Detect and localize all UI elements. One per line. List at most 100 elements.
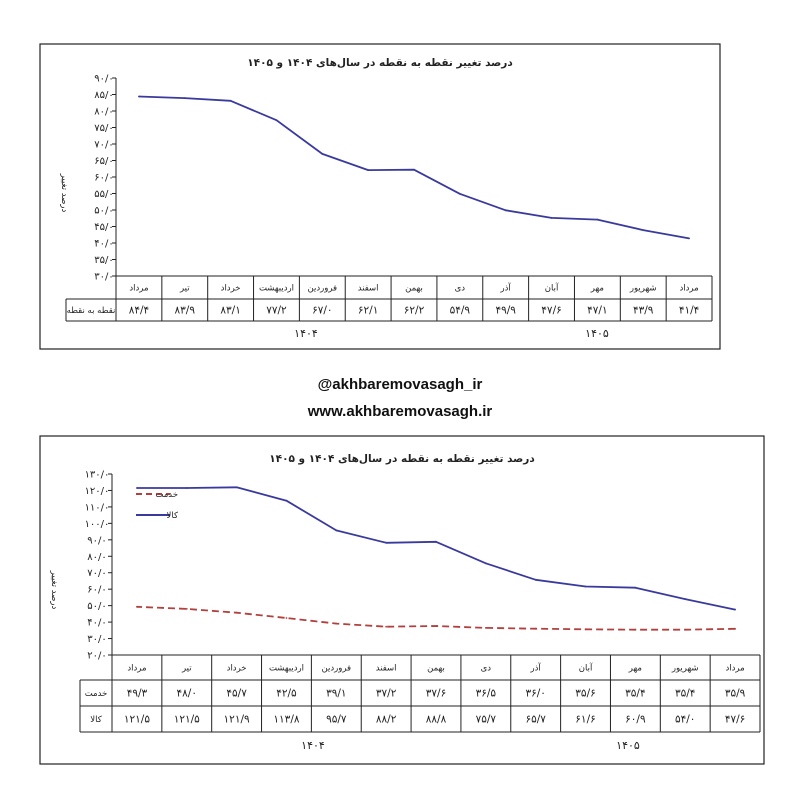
data-point: [734, 627, 736, 630]
data-label: ۴۷/۶: [541, 305, 561, 317]
y-tick-label: ۱۳۰/۰: [85, 470, 110, 481]
watermark-handle: @akhbaremovasagh_ir: [318, 376, 483, 393]
data-label: ۵۴/۰: [675, 714, 695, 726]
year-label: ۱۴۰۴: [301, 739, 325, 752]
data-point: [634, 586, 637, 589]
y-tick-label: ۶۰/۰: [94, 173, 113, 184]
category-label: آبان: [545, 282, 559, 294]
data-label: ۴۷/۱: [587, 305, 607, 317]
data-label: ۵۴/۹: [450, 305, 471, 317]
data-label: ۶۰/۹: [625, 714, 646, 726]
category-label: مرداد: [129, 284, 148, 294]
category-label: بهمن: [427, 664, 445, 674]
y-tick-label: ۹۰/۰: [94, 74, 113, 85]
data-point: [534, 578, 537, 581]
data-label: ۶۲/۲: [404, 305, 425, 317]
y-tick-label: ۵۰/۰: [87, 601, 106, 612]
data-point: [335, 529, 338, 532]
category-label: تیر: [181, 664, 192, 674]
data-point: [484, 626, 487, 629]
data-point: [321, 153, 324, 155]
data-point: [596, 218, 599, 221]
data-point: [335, 622, 338, 625]
data-point: [688, 237, 690, 240]
legend-label: خدمت: [155, 490, 178, 500]
category-label: اسفند: [376, 664, 397, 674]
data-label: ۳۶/۵: [476, 688, 497, 700]
data-point: [385, 625, 388, 628]
category-label: فروردین: [322, 664, 352, 674]
data-label: ۱۲۱/۵: [174, 714, 200, 726]
chart-title: درصد تغییر نقطه به نقطه در سال‌های ۱۴۰۴ …: [247, 57, 513, 69]
data-point: [185, 608, 188, 610]
data-point: [385, 541, 388, 544]
data-label: ۳۵/۴: [675, 688, 695, 700]
y-axis-label: درصد تغییر: [59, 173, 69, 213]
category-label: آذر: [500, 282, 512, 294]
category-label: بهمن: [405, 284, 423, 294]
y-axis-label: درصد تغییر: [49, 570, 59, 610]
watermark-website: www.akhbaremovasagh.ir: [307, 403, 493, 420]
y-tick-label: ۶۰/۰: [87, 585, 106, 596]
category-label: دی: [481, 664, 492, 674]
data-point: [642, 229, 645, 232]
category-label: آذر: [530, 662, 542, 674]
y-tick-label: ۴۰/۰: [87, 618, 106, 629]
data-point: [136, 487, 138, 489]
y-tick-label: ۹۰/۰: [87, 535, 106, 546]
data-point: [534, 627, 537, 630]
data-point: [584, 628, 587, 631]
y-tick-label: ۷۰/۰: [94, 140, 113, 151]
category-label: فروردین: [308, 284, 338, 294]
table-row-label: کالا: [90, 715, 102, 725]
data-label: ۱۲۱/۵: [124, 714, 150, 726]
data-label: ۳۷/۲: [376, 688, 397, 700]
year-label: ۱۴۰۵: [616, 739, 640, 752]
y-tick-label: ۳۰/۰: [94, 272, 113, 283]
y-tick-label: ۳۰/۰: [87, 634, 106, 645]
data-point: [435, 625, 437, 627]
data-label: ۱۱۳/۸: [273, 714, 299, 726]
data-point: [367, 169, 370, 171]
data-point: [185, 487, 188, 489]
data-label: ۴۸/۰: [177, 688, 197, 700]
y-tick-label: ۸۰/۰: [87, 552, 106, 563]
y-tick-label: ۷۵/۰: [94, 123, 113, 134]
chart-1: درصد تغییر نقطه به نقطه در سال‌های ۱۴۰۴ …: [39, 43, 721, 350]
data-label: ۶۷/۰: [312, 305, 332, 317]
y-tick-label: ۵۵/۰: [94, 189, 113, 200]
category-label: مرداد: [679, 284, 698, 294]
data-point: [229, 99, 232, 102]
data-point: [584, 585, 587, 588]
data-point: [136, 605, 138, 608]
category-label: مرداد: [127, 664, 146, 674]
chart-frame: [39, 43, 721, 350]
data-label: ۶۲/۱: [358, 305, 378, 317]
chart-2: درصد تغییر نقطه به نقطه در سال‌های ۱۴۰۴ …: [39, 435, 765, 765]
y-tick-label: ۴۰/۰: [94, 239, 113, 250]
data-point: [734, 608, 736, 611]
data-point: [138, 95, 140, 98]
data-label: ۴۹/۳: [127, 688, 148, 700]
data-point: [550, 217, 553, 219]
data-label: ۷۵/۷: [476, 714, 497, 726]
data-label: ۴۳/۹: [633, 305, 654, 317]
y-tick-label: ۳۵/۰: [94, 255, 113, 266]
data-point: [183, 97, 186, 100]
chart-frame: [39, 435, 765, 765]
y-tick-label: ۵۰/۰: [94, 206, 113, 217]
data-point: [484, 562, 487, 565]
data-point: [435, 540, 437, 543]
legend-label: کالا: [167, 511, 179, 521]
data-point: [413, 168, 415, 171]
category-label: تیر: [179, 284, 190, 294]
data-label: ۳۶/۰: [525, 688, 545, 700]
data-label: ۳۷/۶: [426, 688, 446, 700]
data-label: ۳۵/۹: [725, 688, 746, 700]
category-label: آبان: [579, 662, 593, 674]
data-label: ۴۵/۷: [226, 688, 247, 700]
data-point: [504, 209, 507, 212]
y-tick-label: ۱۲۰/۰: [85, 486, 110, 497]
data-label: ۳۵/۶: [575, 688, 595, 700]
